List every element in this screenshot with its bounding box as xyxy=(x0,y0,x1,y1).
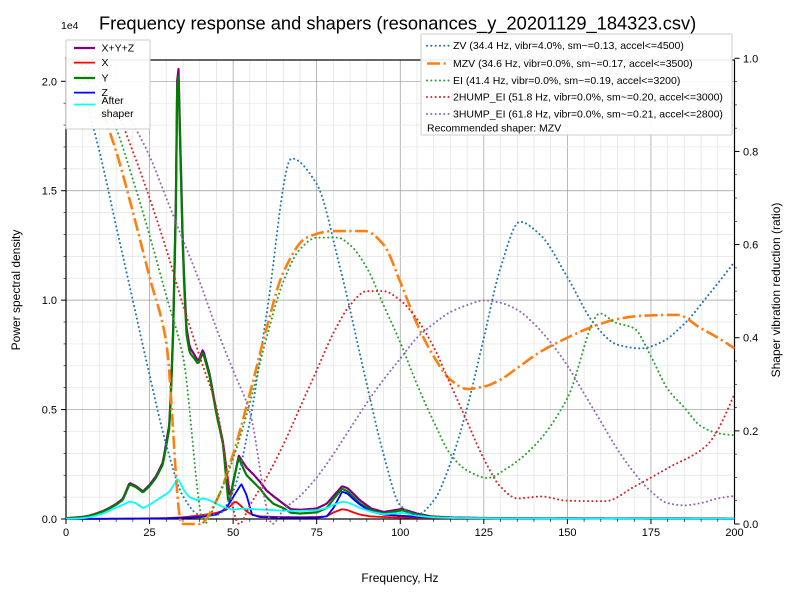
svg-text:Frequency response and shapers: Frequency response and shapers (resonanc… xyxy=(99,13,696,35)
svg-text:EI (41.4 Hz, vibr=0.0%, sm~=0.: EI (41.4 Hz, vibr=0.0%, sm~=0.19, accel<… xyxy=(453,75,680,87)
svg-text:0.2: 0.2 xyxy=(743,426,758,438)
svg-text:X+Y+Z: X+Y+Z xyxy=(102,42,135,54)
svg-text:After: After xyxy=(102,95,125,107)
svg-text:X: X xyxy=(102,57,109,69)
svg-text:0.6: 0.6 xyxy=(743,240,758,252)
svg-text:25: 25 xyxy=(143,527,155,539)
svg-text:1.0: 1.0 xyxy=(743,53,758,65)
svg-text:175: 175 xyxy=(642,527,660,539)
svg-text:2HUMP_EI (51.8 Hz, vibr=0.0%,: 2HUMP_EI (51.8 Hz, vibr=0.0%, sm~=0.20, … xyxy=(453,91,723,103)
svg-text:0.4: 0.4 xyxy=(743,333,758,345)
svg-text:1e4: 1e4 xyxy=(61,20,79,32)
svg-text:1.5: 1.5 xyxy=(42,186,57,198)
svg-text:Y: Y xyxy=(102,72,109,84)
svg-text:0.8: 0.8 xyxy=(743,146,758,158)
svg-text:MZV (34.6 Hz, vibr=0.0%, sm~=0: MZV (34.6 Hz, vibr=0.0%, sm~=0.17, accel… xyxy=(453,58,693,70)
svg-text:100: 100 xyxy=(391,527,409,539)
svg-text:75: 75 xyxy=(311,527,323,539)
svg-text:Frequency, Hz: Frequency, Hz xyxy=(361,571,438,585)
svg-text:Recommended shaper: MZV: Recommended shaper: MZV xyxy=(427,123,561,135)
svg-text:0.0: 0.0 xyxy=(42,514,57,526)
svg-text:125: 125 xyxy=(475,527,493,539)
svg-text:1.0: 1.0 xyxy=(42,295,57,307)
svg-text:2.0: 2.0 xyxy=(42,76,57,88)
svg-text:0.0: 0.0 xyxy=(743,519,758,531)
svg-text:200: 200 xyxy=(725,527,743,539)
svg-text:150: 150 xyxy=(558,527,576,539)
svg-text:Shaper vibration reduction (ra: Shaper vibration reduction (ratio) xyxy=(769,203,783,378)
svg-text:0.5: 0.5 xyxy=(42,405,57,417)
svg-text:50: 50 xyxy=(227,527,239,539)
svg-text:shaper: shaper xyxy=(102,108,135,120)
svg-text:3HUMP_EI (61.8 Hz, vibr=0.0%,: 3HUMP_EI (61.8 Hz, vibr=0.0%, sm~=0.21, … xyxy=(453,108,723,120)
svg-text:Power spectral density: Power spectral density xyxy=(9,230,23,351)
svg-text:ZV (34.4 Hz, vibr=4.0%, sm~=0.: ZV (34.4 Hz, vibr=4.0%, sm~=0.13, accel<… xyxy=(453,40,684,52)
svg-text:0: 0 xyxy=(63,527,69,539)
